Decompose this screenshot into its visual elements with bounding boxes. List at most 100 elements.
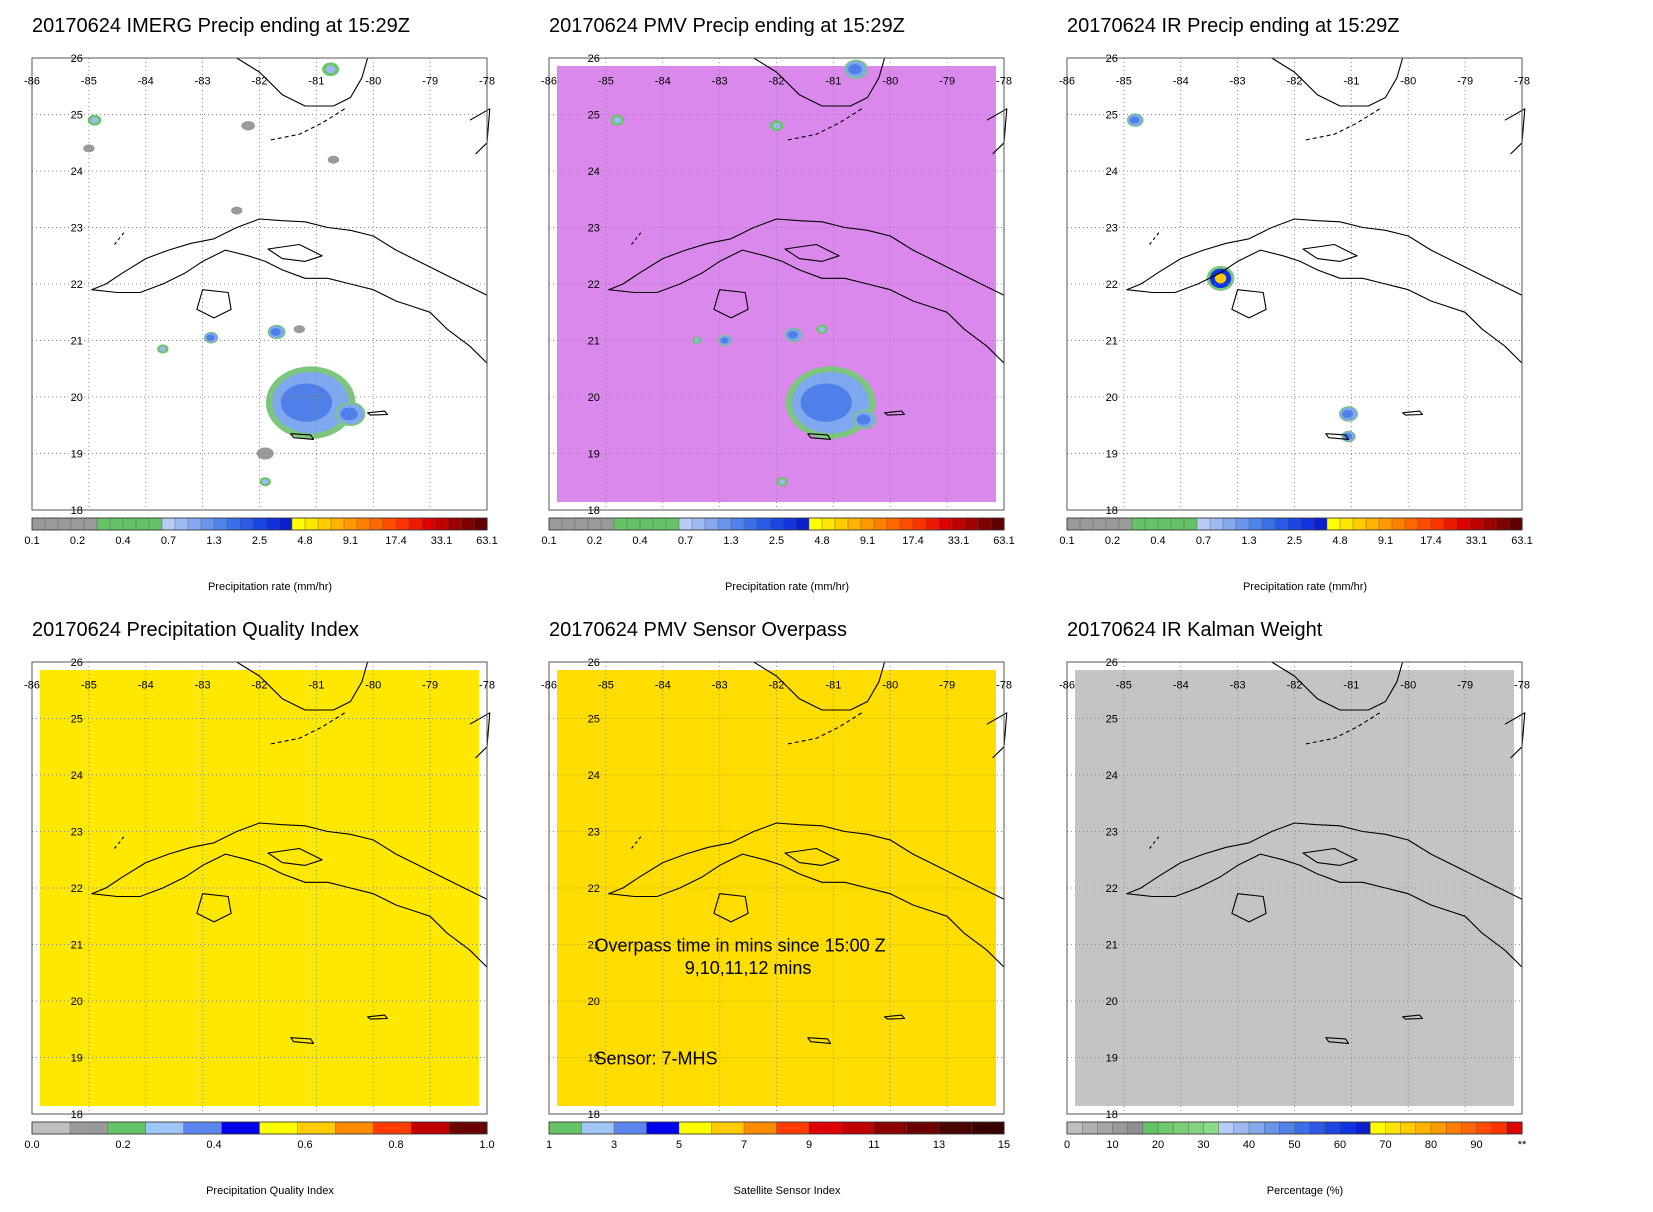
colorbar-swatch — [330, 517, 345, 531]
colorbar-swatch — [548, 1121, 583, 1135]
lat-tick-label: 23 — [588, 827, 600, 839]
colorbar-swatch — [808, 1121, 843, 1135]
coastline-florida — [236, 661, 369, 711]
colorbar-tick-label: 0.2 — [115, 1139, 130, 1151]
colorbar-swatch — [1248, 1121, 1265, 1135]
colorbar-tick-label: 0.1 — [24, 535, 39, 547]
colorbar-swatch — [1170, 517, 1185, 531]
coastline-cayman — [290, 433, 315, 440]
colorbar-swatch — [278, 517, 293, 531]
colorbar-swatch — [31, 1121, 71, 1135]
coastline-cayman — [367, 410, 389, 416]
precip-contour-heavy — [280, 383, 333, 422]
lat-tick-label: 25 — [71, 714, 83, 726]
lon-tick-label: -86 — [541, 76, 557, 88]
colorbar-label: Percentage (%) — [1266, 1185, 1344, 1197]
colorbar-tick-label: 17.4 — [902, 535, 923, 547]
lon-tick-label: -84 — [138, 680, 154, 692]
annotation-sensor: Sensor: 7-MHS — [595, 1049, 718, 1069]
colorbar-swatch — [1415, 1121, 1432, 1135]
lon-tick-label: -84 — [1173, 680, 1189, 692]
colorbar-tick-label: 1.3 — [206, 535, 221, 547]
coastline-cayman — [367, 1014, 389, 1020]
lat-tick-label: 22 — [1106, 279, 1118, 291]
precip-contour-trace — [256, 447, 274, 460]
colorbar-swatch — [1279, 1121, 1296, 1135]
colorbar-swatch — [356, 517, 371, 531]
colorbar-swatch — [226, 517, 241, 531]
precip-contour-intense — [1214, 273, 1227, 284]
colorbar-tick-label: 0 — [1064, 1139, 1070, 1151]
coastline-cayman — [884, 1014, 906, 1020]
lon-tick-label: -82 — [769, 680, 785, 692]
colorbar-swatch — [1092, 517, 1107, 531]
lon-tick-label: -83 — [195, 76, 211, 88]
lat-tick-label: 20 — [71, 996, 83, 1008]
colorbar-swatch — [613, 517, 628, 531]
colorbar-tick-label: 33.1 — [431, 535, 452, 547]
colorbar-tick-label: 90 — [1470, 1139, 1482, 1151]
lon-tick-label: -84 — [1173, 76, 1189, 88]
lat-tick-label: 19 — [588, 1053, 600, 1065]
colorbar-swatch — [769, 517, 784, 531]
lat-tick-label: 21 — [1106, 336, 1118, 348]
annotation-overpass-mins: 9,10,11,12 mins — [685, 958, 812, 978]
colorbar-swatch — [938, 517, 953, 531]
lon-tick-label: -80 — [882, 680, 898, 692]
lat-tick-label: 26 — [1106, 657, 1118, 669]
colorbar-tick-label: 4.8 — [297, 535, 312, 547]
colorbar-swatch — [335, 1121, 374, 1135]
colorbar-swatch — [860, 517, 875, 531]
coastline-cayman — [1402, 1014, 1424, 1020]
colorbar-swatch — [410, 1121, 450, 1135]
colorbar-swatch — [107, 1121, 147, 1135]
precip-contour-trace — [241, 121, 255, 131]
lon-tick-label: -86 — [24, 680, 40, 692]
lon-tick-label: -85 — [81, 76, 97, 88]
colorbar-swatch — [421, 517, 436, 531]
colorbar-tick-label: 0.7 — [161, 535, 176, 547]
colorbar-tick-label: 9 — [806, 1139, 812, 1151]
lat-tick-label: 20 — [1106, 996, 1118, 1008]
colorbar-tick-label: 2.5 — [1287, 535, 1302, 547]
colorbar-swatch — [600, 517, 615, 531]
precip-contour-trace — [83, 144, 95, 153]
colorbar-swatch — [841, 1121, 875, 1135]
colorbar-swatch — [906, 1121, 940, 1135]
lon-tick-label: -84 — [655, 76, 671, 88]
colorbar-swatch — [1079, 517, 1094, 531]
colorbar-swatch — [971, 1121, 1005, 1135]
annotation-overpass-time: Overpass time in mins since 15:00 Z — [595, 936, 886, 956]
colorbar-tick-label: 11 — [868, 1139, 879, 1151]
lat-tick-label: 25 — [71, 110, 83, 122]
colorbar-swatch — [1508, 517, 1523, 531]
colorbar-frame — [548, 1121, 1005, 1135]
colorbar-swatch — [951, 517, 966, 531]
colorbar-swatch — [221, 1121, 261, 1135]
colorbar-tick-label: 63.1 — [1511, 535, 1532, 547]
colorbar-swatch — [1339, 517, 1354, 531]
colorbar-tick-label: 13 — [933, 1139, 945, 1151]
panel-map: -86 -85 -84 -83 -82 -81 -80 -79 -78 26 25 24 23 22 21 2… — [541, 53, 1015, 547]
coastline-isla-juventud — [1231, 289, 1267, 319]
colorbar-swatch — [1495, 517, 1510, 531]
colorbar-tick-label: 0.4 — [1150, 535, 1165, 547]
colorbar-tick-label: 10 — [1106, 1139, 1118, 1151]
panel-title: 20170624 PMV Sensor Overpass — [549, 619, 847, 641]
colorbar-tick-label: 9.1 — [1378, 535, 1393, 547]
map-frame — [548, 661, 1005, 1115]
lon-tick-label: -80 — [1400, 680, 1416, 692]
colorbar-swatch — [187, 517, 202, 531]
colorbar-swatch — [1365, 517, 1380, 531]
panel-map: -86 -85 -84 -83 -82 -81 -80 -79 -78 26 25 24 23 22 21 2… — [24, 657, 495, 1151]
lat-tick-label: 23 — [1106, 827, 1118, 839]
lon-tick-label: -78 — [996, 76, 1012, 88]
coastline-cayman — [884, 410, 906, 416]
lon-tick-label: -86 — [24, 76, 40, 88]
colorbar-tick-label: 1.0 — [479, 1139, 494, 1151]
colorbar-swatch — [1476, 1121, 1493, 1135]
lat-tick-label: 19 — [588, 449, 600, 461]
colorbar-tick-label: 0.4 — [206, 1139, 221, 1151]
colorbar-swatch — [581, 1121, 615, 1135]
colorbar-swatch — [291, 517, 306, 531]
